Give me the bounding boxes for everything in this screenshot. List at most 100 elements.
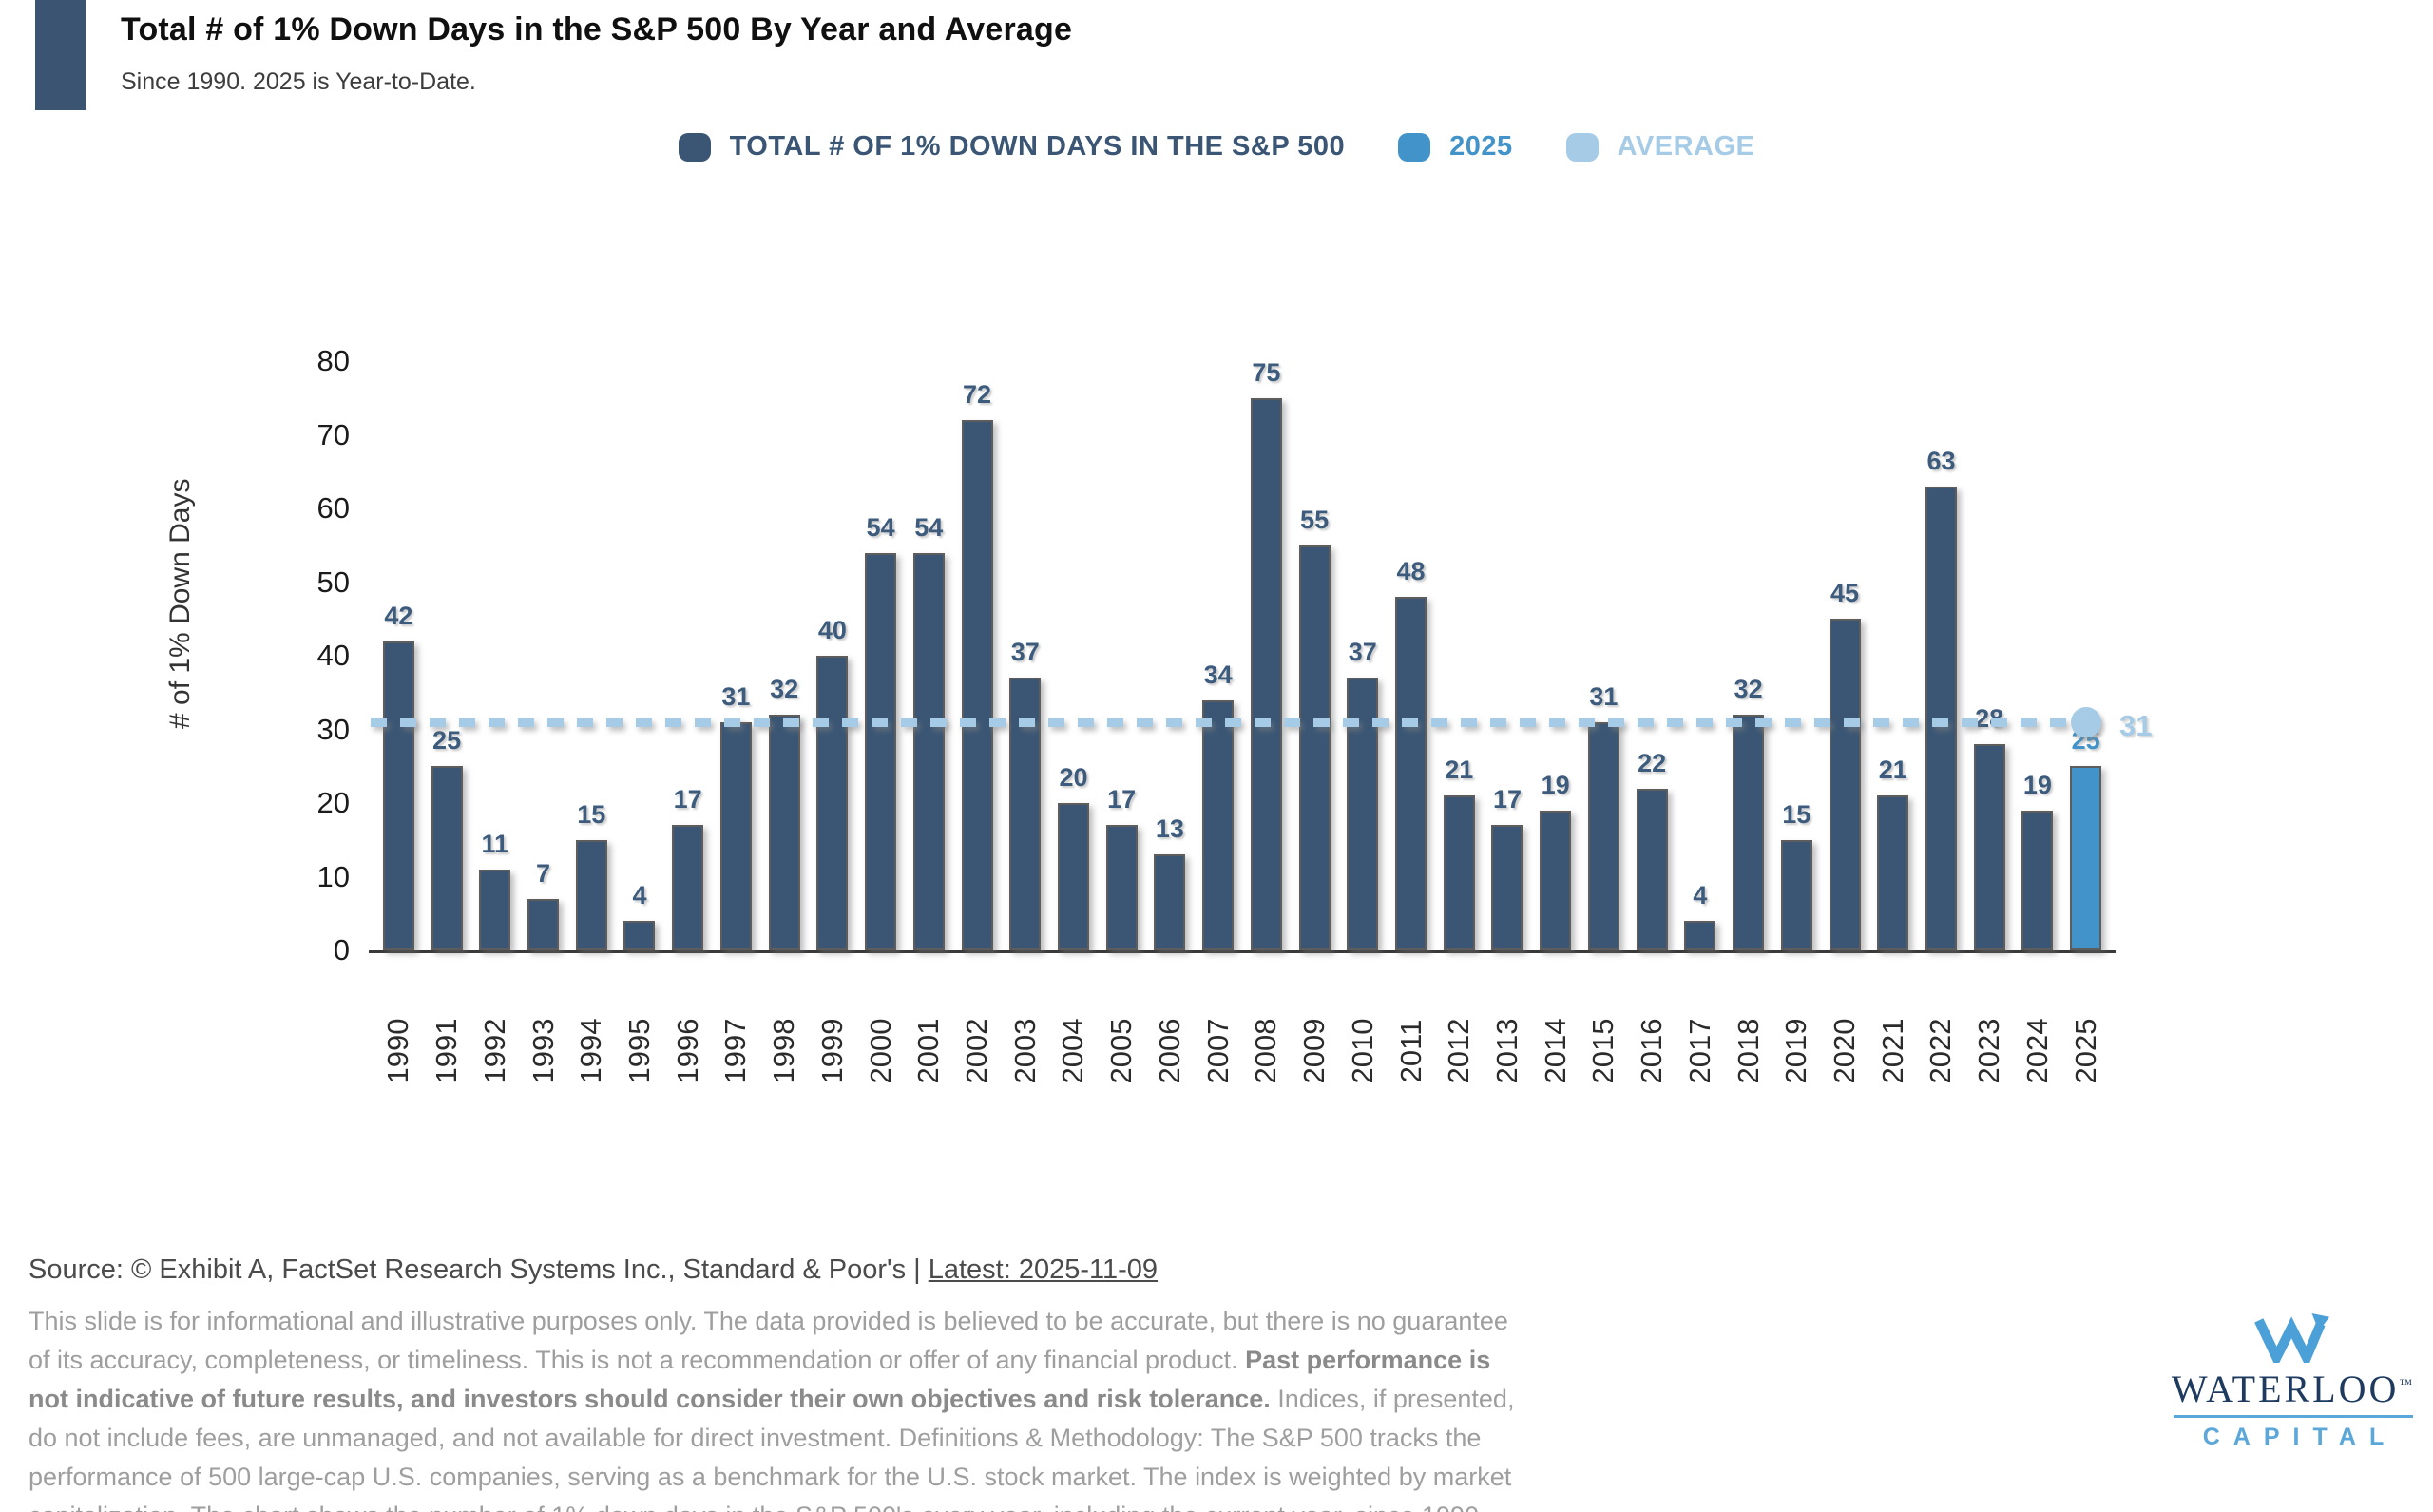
legend-item-total[interactable]: TOTAL # OF 1% DOWN DAYS IN THE S&P 500 [678, 131, 1345, 163]
bar-2014[interactable] [1540, 810, 1572, 950]
bar-2001[interactable] [912, 552, 945, 950]
legend-item-average[interactable]: AVERAGE [1565, 131, 1755, 163]
bar-value-label-1995: 4 [632, 881, 647, 909]
bar-value-label-1997: 31 [721, 681, 751, 711]
bar-value-label-2024: 19 [2022, 770, 2052, 799]
bar-value-label-1996: 17 [673, 785, 702, 814]
bar-2020[interactable] [1829, 619, 1861, 950]
source-text: Source: © Exhibit A, FactSet Research Sy… [29, 1254, 929, 1285]
bar-2002[interactable] [961, 420, 993, 950]
bar-2004[interactable] [1057, 803, 1089, 950]
x-axis-label-1990: 1990 [381, 1018, 415, 1084]
bar-2016[interactable] [1636, 788, 1668, 950]
average-line-end-marker [2070, 706, 2101, 737]
x-axis-label-2025: 2025 [2068, 1018, 2102, 1084]
bar-2012[interactable] [1443, 795, 1475, 950]
x-axis-label-2012: 2012 [1442, 1018, 1476, 1084]
bar-2009[interactable] [1298, 545, 1331, 950]
x-axis-label-1996: 1996 [670, 1018, 704, 1084]
x-axis-label-1999: 1999 [814, 1018, 849, 1084]
bar-value-label-1994: 15 [577, 799, 606, 829]
bar-1996[interactable] [672, 825, 704, 950]
bar-2021[interactable] [1877, 795, 1909, 950]
x-axis-label-2005: 2005 [1104, 1018, 1139, 1084]
bar-2017[interactable] [1684, 921, 1716, 950]
legend-swatch-average [1565, 132, 1599, 162]
bar-chart: # of 1% Down Days 0 10 20 30 40 50 60 70 80 42 199… [164, 344, 2152, 1084]
x-axis-label-2021: 2021 [1875, 1018, 1909, 1084]
bar-1997[interactable] [719, 721, 752, 950]
bar-value-label-2019: 15 [1782, 799, 1811, 829]
bar-1994[interactable] [575, 839, 607, 950]
bar-2023[interactable] [1973, 744, 2005, 950]
page-subtitle: Since 1990. 2025 is Year-to-Date. [121, 68, 476, 95]
legend-swatch-total [678, 132, 711, 162]
bar-1995[interactable] [623, 921, 656, 950]
bar-value-label-2012: 21 [1445, 756, 1474, 785]
bar-2013[interactable] [1491, 825, 1523, 950]
bar-value-label-2021: 21 [1878, 756, 1907, 785]
y-tick-30: 30 [316, 712, 350, 746]
x-axis-label-2017: 2017 [1682, 1018, 1716, 1084]
bar-2018[interactable] [1733, 715, 1765, 950]
bar-2015[interactable] [1587, 721, 1619, 950]
page-title: Total # of 1% Down Days in the S&P 500 B… [121, 11, 1073, 48]
x-axis-label-1993: 1993 [526, 1018, 560, 1084]
bar-value-label-1999: 40 [817, 616, 847, 644]
bar-2007[interactable] [1202, 699, 1235, 950]
bar-value-label-2010: 37 [1348, 638, 1377, 667]
x-axis-label-2008: 2008 [1249, 1018, 1283, 1084]
x-axis-label-2014: 2014 [1538, 1018, 1572, 1084]
x-axis-label-2019: 2019 [1779, 1018, 1813, 1084]
y-tick-10: 10 [316, 859, 350, 893]
bar-value-label-1990: 42 [384, 601, 413, 630]
bar-1993[interactable] [527, 898, 560, 950]
bar-value-label-2009: 55 [1300, 505, 1330, 534]
y-tick-80: 80 [316, 344, 350, 377]
logo-divider [2174, 1415, 2413, 1418]
bar-2011[interactable] [1395, 597, 1427, 950]
bar-value-label-2022: 63 [1926, 446, 1956, 475]
bar-1999[interactable] [816, 656, 849, 950]
x-axis-label-2024: 2024 [2020, 1018, 2054, 1084]
x-axis-label-2020: 2020 [1828, 1018, 1862, 1084]
bar-1992[interactable] [479, 869, 511, 950]
bar-value-label-2014: 19 [1541, 770, 1570, 799]
x-axis-label-2004: 2004 [1056, 1018, 1090, 1084]
legend-swatch-2025 [1398, 132, 1431, 162]
bar-value-label-1991: 25 [432, 726, 462, 756]
x-axis-label-2001: 2001 [911, 1018, 946, 1084]
y-axis-title: # of 1% Down Days [164, 478, 196, 729]
x-axis-label-2010: 2010 [1345, 1018, 1379, 1084]
waterloo-capital-logo: WATERLOO™ CAPITAL [2170, 1313, 2417, 1451]
bar-value-label-2013: 17 [1492, 785, 1522, 814]
bar-2006[interactable] [1154, 854, 1186, 950]
bar-value-label-2006: 13 [1155, 814, 1184, 844]
legend-item-2025[interactable]: 2025 [1398, 131, 1513, 163]
bar-1998[interactable] [768, 715, 800, 950]
bar-2000[interactable] [865, 552, 897, 950]
bar-2024[interactable] [2021, 810, 2054, 950]
bar-2025[interactable] [2070, 766, 2102, 950]
bar-value-label-1993: 7 [536, 858, 551, 888]
latest-date-link[interactable]: Latest: 2025-11-09 [928, 1254, 1159, 1285]
chart-legend: TOTAL # OF 1% DOWN DAYS IN THE S&P 500 2… [0, 131, 2433, 163]
logo-wordmark: WATERLOO™ [2171, 1368, 2416, 1410]
bar-2005[interactable] [1105, 825, 1138, 950]
bar-value-label-2001: 54 [914, 512, 944, 542]
bar-value-label-2020: 45 [1830, 579, 1860, 608]
bar-1990[interactable] [382, 641, 414, 950]
bar-value-label-2008: 75 [1252, 357, 1281, 387]
bar-value-label-2000: 54 [866, 512, 895, 542]
bar-1991[interactable] [431, 766, 463, 950]
x-axis-label-2018: 2018 [1731, 1018, 1765, 1084]
x-axis-line [369, 950, 2116, 953]
trademark-symbol: ™ [2399, 1377, 2416, 1392]
bar-2008[interactable] [1250, 397, 1282, 950]
logo-w-arrow-icon [2254, 1313, 2330, 1363]
disclaimer-part-2: Indices, if presented, do not include fe… [29, 1385, 1515, 1512]
bar-2019[interactable] [1780, 839, 1812, 950]
x-axis-label-1994: 1994 [574, 1018, 608, 1084]
bar-value-label-2018: 32 [1734, 675, 1763, 703]
